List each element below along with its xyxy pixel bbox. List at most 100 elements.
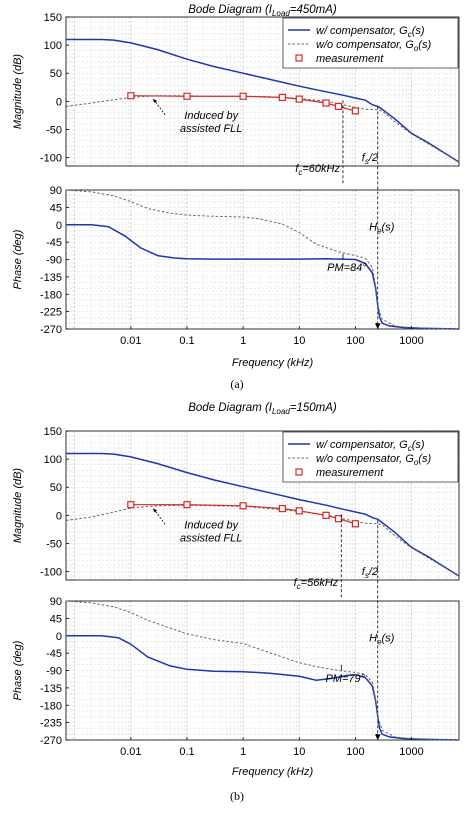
fs-arrowhead xyxy=(374,734,381,740)
legend-label: w/o compensator, Go(s) xyxy=(316,39,431,53)
mag-measurement-point xyxy=(239,502,247,510)
ph-y-tick-label: -135 xyxy=(40,683,62,695)
ph-y-tick-label: -270 xyxy=(40,735,62,747)
mag-y-tick-label: -100 xyxy=(40,153,62,165)
panel-caption: (b) xyxy=(230,789,244,803)
ph-y-tick-label: 45 xyxy=(50,202,62,214)
pm-annotation: PM=84° xyxy=(327,253,367,274)
he-label: He(s) xyxy=(369,633,395,647)
x-tick-label: 10 xyxy=(293,746,305,758)
x-tick-label: 1000 xyxy=(399,335,423,347)
ph-series-2 xyxy=(65,189,460,330)
ph-series-line xyxy=(66,635,460,741)
ph-y-tick-label: 90 xyxy=(50,596,62,608)
legend: w/ compensator, Gc(s)w/o compensator, Go… xyxy=(282,17,459,69)
fs-label: fs/2 xyxy=(362,566,378,580)
mag-series-line xyxy=(65,95,460,163)
x-tick-label: 0.1 xyxy=(179,335,194,347)
legend-label: w/ compensator, Gc(s) xyxy=(316,439,425,453)
legend-label: measurement xyxy=(316,53,384,65)
legend-swatch xyxy=(295,54,303,62)
ph-y-tick-label: -225 xyxy=(40,307,62,319)
he-label: He(s) xyxy=(369,222,395,236)
mag-series-line xyxy=(65,504,460,577)
x-tick-label: 0.01 xyxy=(120,335,141,347)
fll-arrowhead xyxy=(153,98,158,103)
ph-y-tick-label: 45 xyxy=(50,613,62,625)
mag-measurement-point xyxy=(183,92,191,100)
ph-axes: 90 45 0 -45 -90 -135 -180 -225 -270 Phase (deg) xyxy=(12,185,460,336)
ph-axes: 90 45 0 -45 -90 -135 -180 -235 -270 Phase (deg) xyxy=(12,596,460,747)
fs-label: fs/2 xyxy=(362,152,378,166)
legend-swatch xyxy=(295,468,303,476)
mag-measurement-point xyxy=(295,507,303,515)
fll-text-line-2: assisted FLL xyxy=(180,123,242,135)
x-tick-label: 100 xyxy=(346,335,364,347)
x-tick-label: 1 xyxy=(240,746,246,758)
mag-measurement-point xyxy=(278,504,286,513)
mag-measurement-point xyxy=(278,93,286,102)
mag-y-tick-label: 50 xyxy=(50,68,62,80)
mag-measurement-point xyxy=(295,95,303,103)
mag-measurement-point xyxy=(322,99,330,107)
mag-measurement-point xyxy=(239,92,247,100)
legend: w/ compensator, Gc(s)w/o compensator, Go… xyxy=(282,431,459,483)
mag-y-tick-label: -50 xyxy=(46,538,62,550)
mag-series-line xyxy=(66,38,460,163)
mag-y-tick-label: 150 xyxy=(44,12,62,24)
fc-marker: fc=60kHz xyxy=(295,100,344,184)
ph-y-tick-label: -90 xyxy=(46,255,62,267)
mag-y-axis-label: Magnitude (dB) xyxy=(12,468,24,544)
ph-y-tick-label: -90 xyxy=(46,666,62,678)
ph-series-1 xyxy=(66,635,460,741)
ph-series-1 xyxy=(66,224,460,330)
mag-measurement-point xyxy=(334,515,343,523)
chart-title: Bode Diagram (ILoad=450mA) xyxy=(188,4,337,18)
fs-marker: fs/2 xyxy=(362,520,381,740)
mag-measurement-point xyxy=(127,92,135,100)
fc-label: fc=56kHz xyxy=(294,577,339,591)
pm-label: PM=84° xyxy=(327,262,367,274)
ph-series-2 xyxy=(65,600,460,741)
mag-measurement-point xyxy=(322,511,330,519)
x-axis-label: Frequency (kHz) xyxy=(232,766,314,778)
x-tick-label: 10 xyxy=(293,335,305,347)
legend-box xyxy=(282,431,459,483)
ph-y-axis-label: Phase (deg) xyxy=(12,229,24,289)
fll-text-line-1: Induced by xyxy=(184,519,239,531)
fc-marker: fc=56kHz xyxy=(294,514,342,598)
legend-label: w/ compensator, Gc(s) xyxy=(316,25,425,39)
mag-y-tick-label: 100 xyxy=(44,40,62,52)
ph-y-axis-label: Phase (deg) xyxy=(12,640,24,700)
ph-y-tick-label: 0 xyxy=(56,631,62,643)
mag-series-1 xyxy=(66,452,460,577)
mag-y-tick-label: 100 xyxy=(44,454,62,466)
chart-title: Bode Diagram (ILoad=150mA) xyxy=(188,402,337,416)
fll-text-line-1: Induced by xyxy=(184,110,239,122)
mag-series-2 xyxy=(65,95,460,163)
fll-arrowhead xyxy=(153,508,158,513)
mag-measurement-point xyxy=(351,107,360,115)
mag-series-line xyxy=(66,452,460,577)
fs-marker: fs/2 xyxy=(362,106,381,329)
ph-series-line xyxy=(65,600,460,741)
mag-y-tick-label: -50 xyxy=(46,124,62,136)
ph-y-tick-label: -235 xyxy=(40,718,62,730)
x-axis-label: Frequency (kHz) xyxy=(232,357,314,369)
mag-y-axis-label: Magnitude (dB) xyxy=(12,54,24,130)
x-tick-label: 1000 xyxy=(399,746,423,758)
fs-arrowhead xyxy=(374,323,381,329)
ph-y-tick-label: 90 xyxy=(50,185,62,197)
mag-measurement-point xyxy=(334,102,343,111)
legend-label: w/o compensator, Go(s) xyxy=(316,453,431,467)
mag-y-tick-label: 150 xyxy=(44,426,62,438)
legend-box xyxy=(282,17,459,69)
ph-y-tick-label: -45 xyxy=(46,237,62,249)
ph-y-tick-label: -45 xyxy=(46,648,62,660)
ph-y-tick-label: -270 xyxy=(40,324,62,336)
mag-series-3 xyxy=(127,92,360,115)
mag-y-tick-label: -100 xyxy=(40,567,62,579)
pm-annotation: PM=79° xyxy=(325,664,366,685)
mag-frame xyxy=(65,16,460,167)
